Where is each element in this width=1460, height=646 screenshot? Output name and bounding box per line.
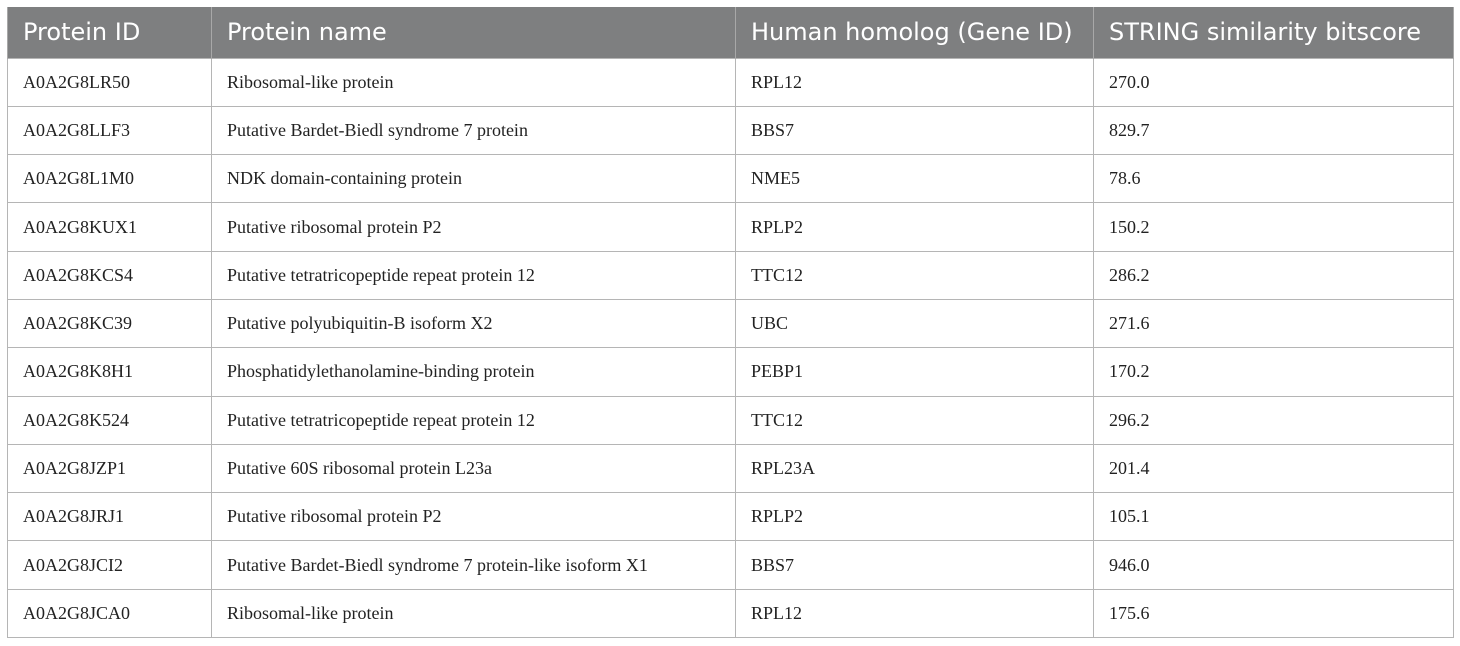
cell-bitscore: 270.0 — [1093, 57, 1454, 107]
cell-human-homolog: RPL12 — [735, 57, 1094, 107]
cell-protein-id: A0A2G8JZP1 — [7, 443, 212, 494]
protein-homolog-table: Protein ID Protein name Human homolog (G… — [7, 7, 1454, 639]
table-row: A0A2G8K8H1 Phosphatidylethanolamine-bind… — [7, 347, 1454, 397]
table-row: A0A2G8KCS4 Putative tetratricopeptide re… — [7, 250, 1454, 300]
cell-bitscore: 201.4 — [1093, 443, 1454, 494]
cell-protein-name: Putative 60S ribosomal protein L23a — [211, 443, 736, 494]
cell-human-homolog: NME5 — [735, 154, 1094, 204]
cell-protein-id: A0A2G8JCA0 — [7, 588, 212, 639]
cell-bitscore: 296.2 — [1093, 395, 1454, 445]
header-string-bitscore: STRING similarity bitscore — [1093, 7, 1454, 58]
cell-protein-id: A0A2G8L1M0 — [7, 154, 212, 204]
cell-protein-name: Putative Bardet-Biedl syndrome 7 protein… — [211, 540, 736, 590]
cell-bitscore: 150.2 — [1093, 202, 1454, 252]
cell-protein-name: Phosphatidylethanolamine-binding protein — [211, 347, 736, 397]
table-row: A0A2G8KC39 Putative polyubiquitin-B isof… — [7, 298, 1454, 349]
cell-protein-name: Putative tetratricopeptide repeat protei… — [211, 250, 736, 300]
cell-bitscore: 105.1 — [1093, 492, 1454, 542]
cell-protein-name: Ribosomal-like protein — [211, 588, 736, 639]
cell-protein-id: A0A2G8LR50 — [7, 57, 212, 107]
cell-human-homolog: RPL12 — [735, 588, 1094, 639]
cell-human-homolog: TTC12 — [735, 395, 1094, 445]
header-row: Protein ID Protein name Human homolog (G… — [7, 7, 1454, 58]
cell-protein-name: Putative ribosomal protein P2 — [211, 492, 736, 542]
table-body: A0A2G8LR50 Ribosomal-like protein RPL12 … — [7, 57, 1454, 639]
protein-homolog-table-container: Protein ID Protein name Human homolog (G… — [7, 7, 1454, 639]
cell-protein-id: A0A2G8KC39 — [7, 298, 212, 349]
cell-protein-name: Putative ribosomal protein P2 — [211, 202, 736, 252]
cell-human-homolog: BBS7 — [735, 540, 1094, 590]
cell-human-homolog: RPL23A — [735, 443, 1094, 494]
cell-bitscore: 829.7 — [1093, 105, 1454, 156]
table-header: Protein ID Protein name Human homolog (G… — [7, 7, 1454, 58]
cell-protein-name: Putative tetratricopeptide repeat protei… — [211, 395, 736, 445]
cell-human-homolog: RPLP2 — [735, 202, 1094, 252]
cell-human-homolog: BBS7 — [735, 105, 1094, 156]
table-row: A0A2G8LR50 Ribosomal-like protein RPL12 … — [7, 57, 1454, 107]
table-row: A0A2G8K524 Putative tetratricopeptide re… — [7, 395, 1454, 445]
table-row: A0A2G8KUX1 Putative ribosomal protein P2… — [7, 202, 1454, 252]
table-row: A0A2G8JRJ1 Putative ribosomal protein P2… — [7, 492, 1454, 542]
cell-bitscore: 170.2 — [1093, 347, 1454, 397]
cell-protein-name: Putative polyubiquitin-B isoform X2 — [211, 298, 736, 349]
table-row: A0A2G8L1M0 NDK domain-containing protein… — [7, 154, 1454, 204]
table-row: A0A2G8JCA0 Ribosomal-like protein RPL12 … — [7, 588, 1454, 639]
header-protein-id: Protein ID — [7, 7, 212, 58]
cell-bitscore: 286.2 — [1093, 250, 1454, 300]
cell-bitscore: 175.6 — [1093, 588, 1454, 639]
cell-protein-id: A0A2G8JRJ1 — [7, 492, 212, 542]
cell-protein-id: A0A2G8K524 — [7, 395, 212, 445]
cell-protein-id: A0A2G8JCI2 — [7, 540, 212, 590]
cell-bitscore: 271.6 — [1093, 298, 1454, 349]
cell-bitscore: 946.0 — [1093, 540, 1454, 590]
table-row: A0A2G8JZP1 Putative 60S ribosomal protei… — [7, 443, 1454, 494]
cell-protein-id: A0A2G8LLF3 — [7, 105, 212, 156]
cell-human-homolog: PEBP1 — [735, 347, 1094, 397]
cell-protein-id: A0A2G8K8H1 — [7, 347, 212, 397]
cell-human-homolog: TTC12 — [735, 250, 1094, 300]
cell-protein-name: Ribosomal-like protein — [211, 57, 736, 107]
table-row: A0A2G8LLF3 Putative Bardet-Biedl syndrom… — [7, 105, 1454, 156]
cell-protein-id: A0A2G8KUX1 — [7, 202, 212, 252]
header-protein-name: Protein name — [211, 7, 736, 58]
cell-protein-id: A0A2G8KCS4 — [7, 250, 212, 300]
cell-bitscore: 78.6 — [1093, 154, 1454, 204]
table-row: A0A2G8JCI2 Putative Bardet-Biedl syndrom… — [7, 540, 1454, 590]
cell-protein-name: Putative Bardet-Biedl syndrome 7 protein — [211, 105, 736, 156]
cell-protein-name: NDK domain-containing protein — [211, 154, 736, 204]
cell-human-homolog: UBC — [735, 298, 1094, 349]
cell-human-homolog: RPLP2 — [735, 492, 1094, 542]
header-human-homolog: Human homolog (Gene ID) — [735, 7, 1094, 58]
